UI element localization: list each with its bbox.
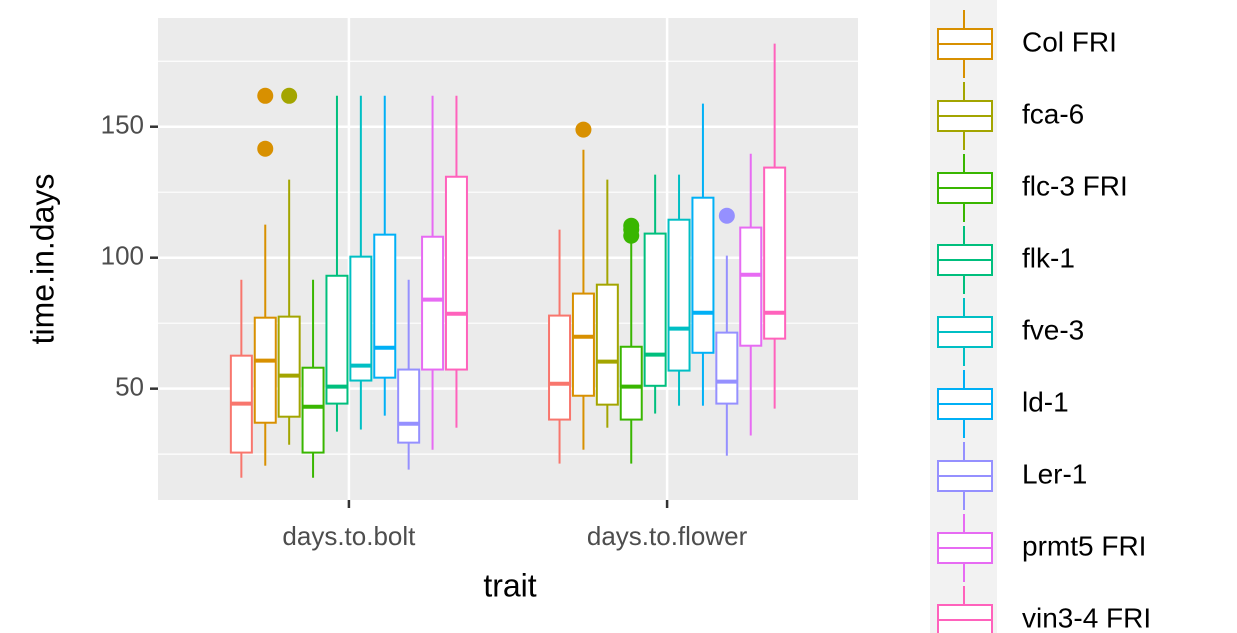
x-tick-label: days.to.bolt [282, 521, 416, 551]
box [571, 292, 595, 397]
outlier [575, 121, 592, 138]
box [301, 366, 325, 454]
box [739, 226, 763, 347]
box [325, 274, 349, 405]
legend-label: Col FRI [1022, 26, 1117, 57]
outlier [623, 227, 640, 244]
outlier [281, 87, 298, 104]
y-tick-label: 150 [101, 110, 144, 140]
box [595, 283, 619, 406]
legend-label: flk-1 [1022, 242, 1075, 273]
box [643, 232, 667, 387]
box [715, 331, 739, 405]
y-axis-title: time.in.days [24, 174, 60, 345]
legend-label: fve-3 [1022, 314, 1084, 345]
box [373, 233, 397, 379]
box [444, 175, 468, 371]
outlier [257, 140, 274, 157]
box [277, 315, 301, 418]
legend-label: flc-3 FRI [1022, 170, 1128, 201]
box [619, 345, 643, 421]
box [763, 166, 787, 340]
box [421, 235, 445, 371]
box [253, 316, 277, 424]
outlier [718, 207, 735, 224]
legend-label: vin3-4 FRI [1022, 602, 1151, 633]
x-tick-label: days.to.flower [587, 521, 748, 551]
box [548, 314, 572, 421]
y-tick-label: 100 [101, 241, 144, 271]
box [397, 368, 421, 444]
box [667, 218, 691, 372]
outlier [257, 87, 274, 104]
legend-label: Ler-1 [1022, 458, 1087, 489]
legend-label: prmt5 FRI [1022, 530, 1146, 561]
legend-label: ld-1 [1022, 386, 1069, 417]
y-tick-label: 50 [115, 372, 144, 402]
x-axis-title: trait [483, 567, 536, 603]
box [349, 255, 373, 382]
legend-label: fca-6 [1022, 98, 1084, 129]
box [691, 196, 715, 354]
